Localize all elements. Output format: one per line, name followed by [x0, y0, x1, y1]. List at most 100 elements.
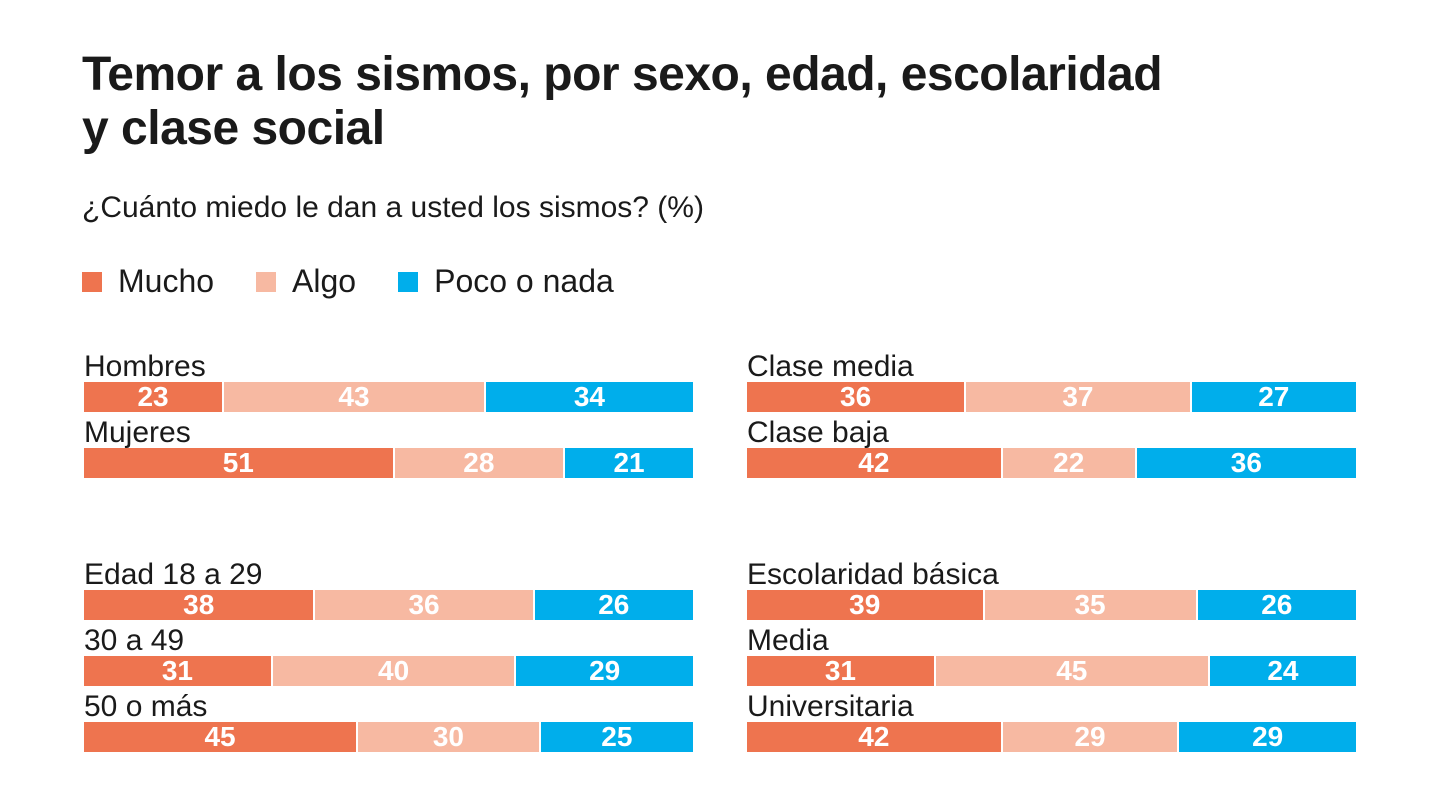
stacked-bar: 42 22 36: [747, 447, 1356, 478]
data-label: 29: [1252, 721, 1284, 752]
chart-title-line-2: y clase social: [82, 102, 385, 155]
bar-segment-poco-o-nada: 27: [1191, 381, 1356, 412]
bar-row-30-a-49: 30 a 49 31 40 29: [84, 624, 693, 690]
bar-row-universitaria: Universitaria 42 29 29: [747, 690, 1356, 756]
bar-row-media: Media 31 45 24: [747, 624, 1356, 690]
bar-segment-poco-o-nada: 29: [1179, 721, 1356, 752]
data-label: 25: [601, 721, 633, 752]
data-label: 22: [1053, 447, 1085, 478]
data-label: 38: [183, 589, 215, 620]
data-label: 45: [204, 721, 236, 752]
row-label: Edad 18 a 29: [84, 558, 263, 591]
stacked-bar: 51 28 21: [84, 447, 693, 478]
data-label: 36: [840, 381, 872, 412]
legend-item-mucho: Mucho: [82, 263, 214, 300]
row-label: Escolaridad básica: [747, 558, 999, 591]
row-label: Clase baja: [747, 416, 889, 449]
data-label: 27: [1258, 381, 1290, 412]
stacked-bar: 45 30 25: [84, 721, 693, 752]
bar-segment-mucho: 39: [747, 589, 985, 620]
data-label: 51: [222, 447, 254, 478]
legend-swatch-mucho: [82, 271, 102, 292]
data-label: 42: [858, 721, 890, 752]
data-label: 37: [1062, 381, 1094, 412]
bar-segment-mucho: 45: [84, 721, 359, 752]
data-label: 24: [1267, 655, 1299, 686]
stacked-bar: 31 40 29: [84, 655, 693, 686]
data-label: 43: [338, 381, 370, 412]
data-label: 26: [598, 589, 630, 620]
bar-segment-poco-o-nada: 36: [1136, 447, 1356, 478]
bar-segment-algo: 30: [358, 721, 541, 752]
bar-segment-mucho: 42: [747, 447, 1003, 478]
bar-segment-poco-o-nada: 26: [1197, 589, 1356, 620]
bar-segment-mucho: 31: [747, 655, 936, 686]
data-label: 26: [1261, 589, 1293, 620]
row-label: 50 o más: [84, 690, 208, 723]
bar-row-hombres: Hombres 23 43 34: [84, 350, 693, 416]
bar-segment-mucho: 31: [84, 655, 273, 686]
bar-segment-poco-o-nada: 34: [485, 381, 693, 412]
data-label: 30: [432, 721, 464, 752]
bar-segment-algo: 43: [224, 381, 486, 412]
data-label: 29: [589, 655, 621, 686]
row-label: Clase media: [747, 350, 914, 383]
bar-segment-mucho: 42: [747, 721, 1003, 752]
legend-label-mucho: Mucho: [118, 263, 215, 299]
chart-title: Temor a los sismos, por sexo, edad, esco…: [82, 48, 1282, 156]
bar-segment-poco-o-nada: 26: [534, 589, 693, 620]
stacked-bar: 38 36 26: [84, 589, 693, 620]
data-label: 29: [1074, 721, 1106, 752]
row-label: Media: [747, 624, 829, 657]
bar-segment-poco-o-nada: 21: [565, 447, 693, 478]
bar-segment-poco-o-nada: 24: [1209, 655, 1356, 686]
bar-row-edad-18-a-29: Edad 18 a 29 38 36 26: [84, 558, 693, 624]
bar-segment-mucho: 36: [747, 381, 967, 412]
bar-segment-algo: 45: [935, 655, 1210, 686]
bar-row-escolaridad-basica: Escolaridad básica 39 35 26: [747, 558, 1356, 624]
legend-label-algo: Algo: [292, 263, 357, 299]
bar-segment-algo: 36: [315, 589, 535, 620]
legend-label-poco-o-nada: Poco o nada: [434, 263, 614, 299]
bar-segment-algo: 22: [1002, 447, 1137, 478]
data-label: 28: [463, 447, 495, 478]
stacked-bar: 39 35 26: [747, 589, 1356, 620]
data-label: 23: [137, 381, 169, 412]
stacked-bar: 23 43 34: [84, 381, 693, 412]
legend-item-poco-o-nada: Poco o nada: [398, 263, 614, 300]
bar-segment-mucho: 51: [84, 447, 395, 478]
bar-segment-algo: 37: [966, 381, 1192, 412]
data-label: 31: [161, 655, 193, 686]
data-label: 45: [1056, 655, 1088, 686]
row-label: Hombres: [84, 350, 206, 383]
data-label: 31: [824, 655, 856, 686]
bar-segment-poco-o-nada: 29: [516, 655, 693, 686]
bar-segment-algo: 29: [1002, 721, 1180, 752]
data-label: 42: [858, 447, 890, 478]
row-label: Universitaria: [747, 690, 914, 723]
row-label: 30 a 49: [84, 624, 185, 657]
bar-segment-mucho: 23: [84, 381, 225, 412]
bar-segment-algo: 40: [272, 655, 517, 686]
legend: Mucho Algo Poco o nada: [82, 263, 656, 300]
chart-title-line-1: Temor a los sismos, por sexo, edad, esco…: [82, 48, 1163, 101]
data-label: 39: [849, 589, 881, 620]
data-label: 34: [573, 381, 606, 412]
stacked-bar: 42 29 29: [747, 721, 1356, 752]
bar-segment-poco-o-nada: 25: [540, 721, 693, 752]
bar-row-50-o-mas: 50 o más 45 30 25: [84, 690, 693, 756]
data-label: 36: [1230, 447, 1262, 478]
stacked-bar: 31 45 24: [747, 655, 1356, 686]
row-label: Mujeres: [84, 416, 191, 449]
chart-subtitle: ¿Cuánto miedo le dan a usted los sismos?…: [82, 191, 704, 224]
bar-segment-algo: 35: [984, 589, 1198, 620]
bar-segment-mucho: 38: [84, 589, 316, 620]
stacked-bar: 36 37 27: [747, 381, 1356, 412]
data-label: 36: [408, 589, 440, 620]
bar-row-mujeres: Mujeres 51 28 21: [84, 416, 693, 482]
legend-swatch-poco-o-nada: [398, 271, 419, 292]
bar-row-clase-media: Clase media 36 37 27: [747, 350, 1356, 416]
bar-row-clase-baja: Clase baja 42 22 36: [747, 416, 1356, 482]
legend-item-algo: Algo: [256, 263, 356, 300]
data-label: 40: [378, 655, 410, 686]
